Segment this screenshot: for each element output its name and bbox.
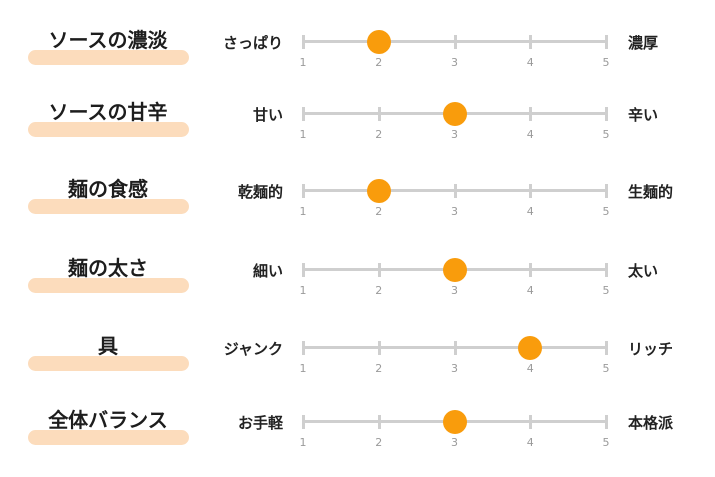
tick-label: 5 bbox=[602, 205, 610, 218]
tick-mark bbox=[302, 35, 305, 49]
tick-mark bbox=[605, 341, 608, 355]
row-title: 全体バランス bbox=[48, 408, 168, 432]
value-marker bbox=[442, 102, 467, 126]
tick-label: 3 bbox=[451, 436, 458, 449]
tick-mark bbox=[302, 184, 305, 198]
tick-mark bbox=[302, 107, 305, 121]
tick-label: 4 bbox=[526, 128, 534, 141]
title-highlight bbox=[28, 278, 189, 293]
tick-label: 2 bbox=[375, 284, 383, 297]
tick-label: 2 bbox=[375, 128, 383, 141]
left-label: さっぱり bbox=[222, 34, 283, 52]
tick-label: 1 bbox=[299, 436, 307, 449]
tick-mark bbox=[377, 415, 381, 429]
tick-label: 4 bbox=[526, 284, 534, 297]
tick-mark bbox=[302, 263, 305, 277]
tick-mark bbox=[529, 35, 533, 49]
tick-mark bbox=[302, 341, 305, 355]
value-marker bbox=[366, 30, 391, 54]
tick-label: 5 bbox=[602, 362, 610, 375]
tick-label: 3 bbox=[451, 205, 458, 218]
tick-label: 3 bbox=[451, 284, 458, 297]
title-highlight bbox=[28, 50, 189, 65]
left-label: 甘い bbox=[252, 106, 283, 124]
tick-mark bbox=[529, 415, 533, 429]
rating-row: 麺の太さ 細い 太い 1 2 3 4 5 bbox=[0, 234, 715, 304]
left-label: 乾麺的 bbox=[237, 183, 283, 201]
tick-label: 2 bbox=[375, 205, 383, 218]
left-label: 細い bbox=[252, 262, 283, 280]
left-label: お手軽 bbox=[237, 414, 283, 432]
right-label: 辛い bbox=[628, 106, 659, 124]
right-label: 生麺的 bbox=[628, 183, 674, 201]
row-title: ソースの甘辛 bbox=[48, 100, 168, 124]
value-marker bbox=[442, 410, 467, 434]
tick-label: 1 bbox=[299, 56, 307, 69]
value-marker bbox=[442, 258, 467, 282]
tick-mark bbox=[605, 184, 608, 198]
tick-label: 1 bbox=[299, 128, 307, 141]
tick-label: 5 bbox=[602, 128, 610, 141]
left-label: ジャンク bbox=[223, 340, 283, 358]
tick-mark bbox=[377, 341, 381, 355]
row-title: 具 bbox=[98, 334, 118, 358]
tick-mark bbox=[377, 263, 381, 277]
tick-label: 2 bbox=[375, 56, 383, 69]
tick-mark bbox=[302, 415, 305, 429]
tick-mark bbox=[605, 107, 608, 121]
tick-mark bbox=[453, 341, 457, 355]
tick-mark bbox=[377, 107, 381, 121]
tick-mark bbox=[605, 35, 608, 49]
tick-label: 4 bbox=[526, 56, 534, 69]
tick-label: 3 bbox=[451, 362, 458, 375]
title-highlight bbox=[28, 356, 189, 371]
tick-label: 1 bbox=[299, 284, 307, 297]
tick-label: 5 bbox=[602, 56, 610, 69]
title-highlight bbox=[28, 122, 189, 137]
value-marker bbox=[518, 336, 543, 360]
right-label: 濃厚 bbox=[628, 34, 659, 52]
rating-row: ソースの濃淡 さっぱり 濃厚 1 2 3 4 5 bbox=[0, 6, 715, 76]
tick-label: 2 bbox=[375, 362, 383, 375]
tick-mark bbox=[529, 184, 533, 198]
title-highlight bbox=[28, 430, 189, 445]
rating-row: ソースの甘辛 甘い 辛い 1 2 3 4 5 bbox=[0, 78, 715, 148]
right-label: リッチ bbox=[628, 340, 674, 358]
tick-label: 4 bbox=[526, 205, 534, 218]
tick-mark bbox=[453, 184, 457, 198]
row-title: 麺の食感 bbox=[68, 177, 148, 201]
rating-row: 具 ジャンク リッチ 1 2 3 4 5 bbox=[0, 312, 715, 382]
tick-label: 1 bbox=[299, 362, 307, 375]
tick-label: 2 bbox=[375, 436, 383, 449]
rating-row: 麺の食感 乾麺的 生麺的 1 2 3 4 5 bbox=[0, 155, 715, 225]
tick-label: 3 bbox=[451, 128, 458, 141]
right-label: 太い bbox=[628, 262, 659, 280]
tick-label: 4 bbox=[526, 362, 534, 375]
title-highlight bbox=[28, 199, 189, 214]
tick-label: 3 bbox=[451, 56, 458, 69]
tick-label: 1 bbox=[299, 205, 307, 218]
tick-mark bbox=[453, 35, 457, 49]
tick-label: 5 bbox=[602, 284, 610, 297]
tick-mark bbox=[605, 415, 608, 429]
tick-mark bbox=[529, 107, 533, 121]
rating-row: 全体バランス お手軽 本格派 1 2 3 4 5 bbox=[0, 386, 715, 456]
tick-mark bbox=[529, 263, 533, 277]
row-title: 麺の太さ bbox=[68, 256, 148, 280]
row-title: ソースの濃淡 bbox=[48, 28, 168, 52]
right-label: 本格派 bbox=[628, 414, 674, 432]
value-marker bbox=[366, 179, 391, 203]
tick-label: 4 bbox=[526, 436, 534, 449]
tick-mark bbox=[605, 263, 608, 277]
tick-label: 5 bbox=[602, 436, 610, 449]
